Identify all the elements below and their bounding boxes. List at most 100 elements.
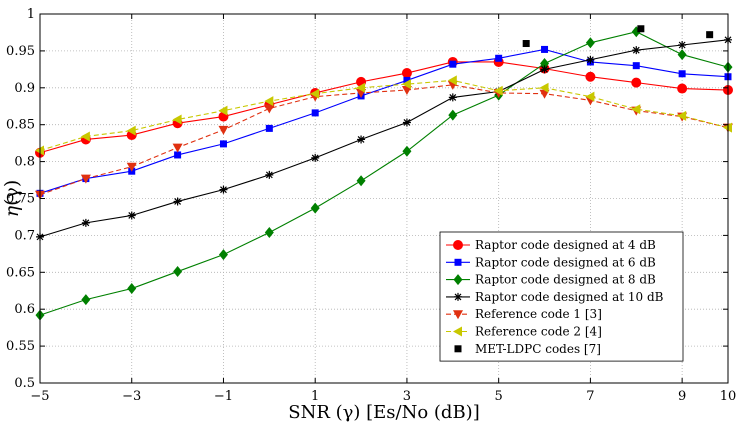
- data-point: [453, 326, 462, 337]
- legend-label: Raptor code designed at 4 dB: [475, 238, 656, 252]
- data-point: [356, 82, 366, 93]
- data-point: [677, 110, 687, 121]
- series-layer: [35, 25, 733, 321]
- data-point: [310, 88, 320, 99]
- data-point: [402, 145, 412, 157]
- legend-item: Raptor code designed at 8 dB: [446, 273, 656, 287]
- data-point: [401, 79, 411, 90]
- series-line: [39, 39, 729, 238]
- legend-label: MET-LDPC codes [7]: [475, 342, 601, 356]
- series-3: [35, 26, 733, 321]
- legend-box: [439, 231, 684, 362]
- data-point: [453, 310, 463, 320]
- x-tick-label: 9: [678, 389, 686, 404]
- data-point: [172, 114, 182, 125]
- data-point: [495, 54, 503, 62]
- data-point: [493, 85, 503, 96]
- data-point: [706, 31, 714, 39]
- x-tick-label: 1: [311, 389, 319, 404]
- data-point: [127, 211, 136, 220]
- data-point: [264, 104, 275, 114]
- data-point: [310, 202, 320, 214]
- data-point: [540, 65, 549, 74]
- y-tick-label: 0.9: [14, 81, 35, 96]
- data-point: [311, 153, 320, 162]
- data-point: [586, 55, 595, 64]
- data-point: [448, 93, 457, 102]
- data-point: [453, 274, 463, 286]
- data-point: [678, 40, 687, 49]
- data-point: [677, 49, 687, 61]
- x-tick-label: −1: [214, 389, 233, 404]
- data-point: [218, 249, 228, 261]
- data-point: [401, 68, 412, 79]
- series-line: [39, 31, 729, 316]
- data-point: [218, 105, 228, 116]
- data-point: [264, 226, 274, 238]
- legend-label: Reference code 2 [4]: [475, 325, 602, 339]
- x-tick-label: 10: [720, 389, 737, 404]
- legend-item: Reference code 1 [3]: [446, 307, 602, 321]
- y-tick-label: 0.6: [14, 302, 35, 317]
- series-line: [39, 84, 729, 196]
- y-axis-label: η(γ): [1, 180, 23, 218]
- x-tick-label: −3: [122, 389, 141, 404]
- data-point: [632, 62, 640, 70]
- data-point: [127, 283, 137, 295]
- data-point: [174, 151, 182, 159]
- y-tick-label: 0.95: [6, 44, 35, 59]
- data-point: [172, 143, 183, 153]
- data-point: [522, 40, 530, 48]
- data-point: [311, 109, 319, 117]
- series-line: [39, 48, 729, 194]
- data-point: [173, 266, 183, 278]
- data-point: [265, 124, 273, 132]
- data-point: [454, 258, 462, 266]
- y-axis-label-symbol: η: [1, 205, 23, 217]
- data-point: [265, 170, 274, 179]
- data-point: [219, 140, 227, 148]
- y-tick-label: 0.65: [6, 265, 35, 280]
- data-point: [126, 162, 137, 172]
- data-point: [173, 197, 182, 206]
- legend-label: Raptor code designed at 10 dB: [475, 290, 664, 304]
- x-axis-label: SNR (γ) [Es/No (dB)]: [288, 402, 479, 423]
- y-axis-label-argument: (γ): [1, 180, 23, 206]
- data-point: [357, 135, 366, 144]
- data-point: [631, 104, 641, 115]
- data-point: [540, 57, 550, 69]
- y-tick-label: 0.8: [14, 155, 35, 170]
- legend-label: Raptor code designed at 6 dB: [475, 255, 656, 269]
- axis-ticks: −5 −3 −1 1 3 5 7 9 10 0.5 0.55 0.6 0.65 0.7 0.75 0.8 0.8…: [6, 7, 736, 404]
- data-point: [678, 70, 686, 78]
- data-point: [637, 25, 645, 33]
- data-point: [126, 125, 136, 136]
- series-6: [35, 75, 732, 156]
- legend-label: Reference code 1 [3]: [475, 307, 602, 321]
- data-point: [81, 218, 90, 227]
- data-point: [454, 292, 462, 301]
- data-point: [631, 77, 642, 88]
- data-point: [585, 71, 596, 82]
- y-tick-label: 0.85: [6, 118, 35, 133]
- data-point: [453, 240, 463, 250]
- data-point: [677, 83, 688, 94]
- series-line: [39, 61, 729, 154]
- data-point: [219, 185, 228, 194]
- legend: Raptor code designed at 4 dB Raptor code …: [439, 231, 684, 362]
- data-point: [539, 82, 549, 93]
- y-tick-label: 0.5: [14, 376, 35, 391]
- data-point: [218, 125, 229, 135]
- y-tick-label: 0.55: [6, 339, 35, 354]
- data-point: [454, 345, 462, 353]
- series-7: [522, 25, 714, 48]
- x-tick-label: 5: [495, 389, 503, 404]
- legend-item: Reference code 2 [4]: [446, 325, 602, 339]
- legend-item: Raptor code designed at 4 dB: [446, 238, 656, 252]
- data-point: [264, 96, 274, 107]
- data-point: [585, 37, 595, 49]
- legend-label: Raptor code designed at 8 dB: [475, 273, 656, 287]
- legend-item: MET-LDPC codes [7]: [454, 342, 601, 356]
- data-point: [632, 46, 641, 55]
